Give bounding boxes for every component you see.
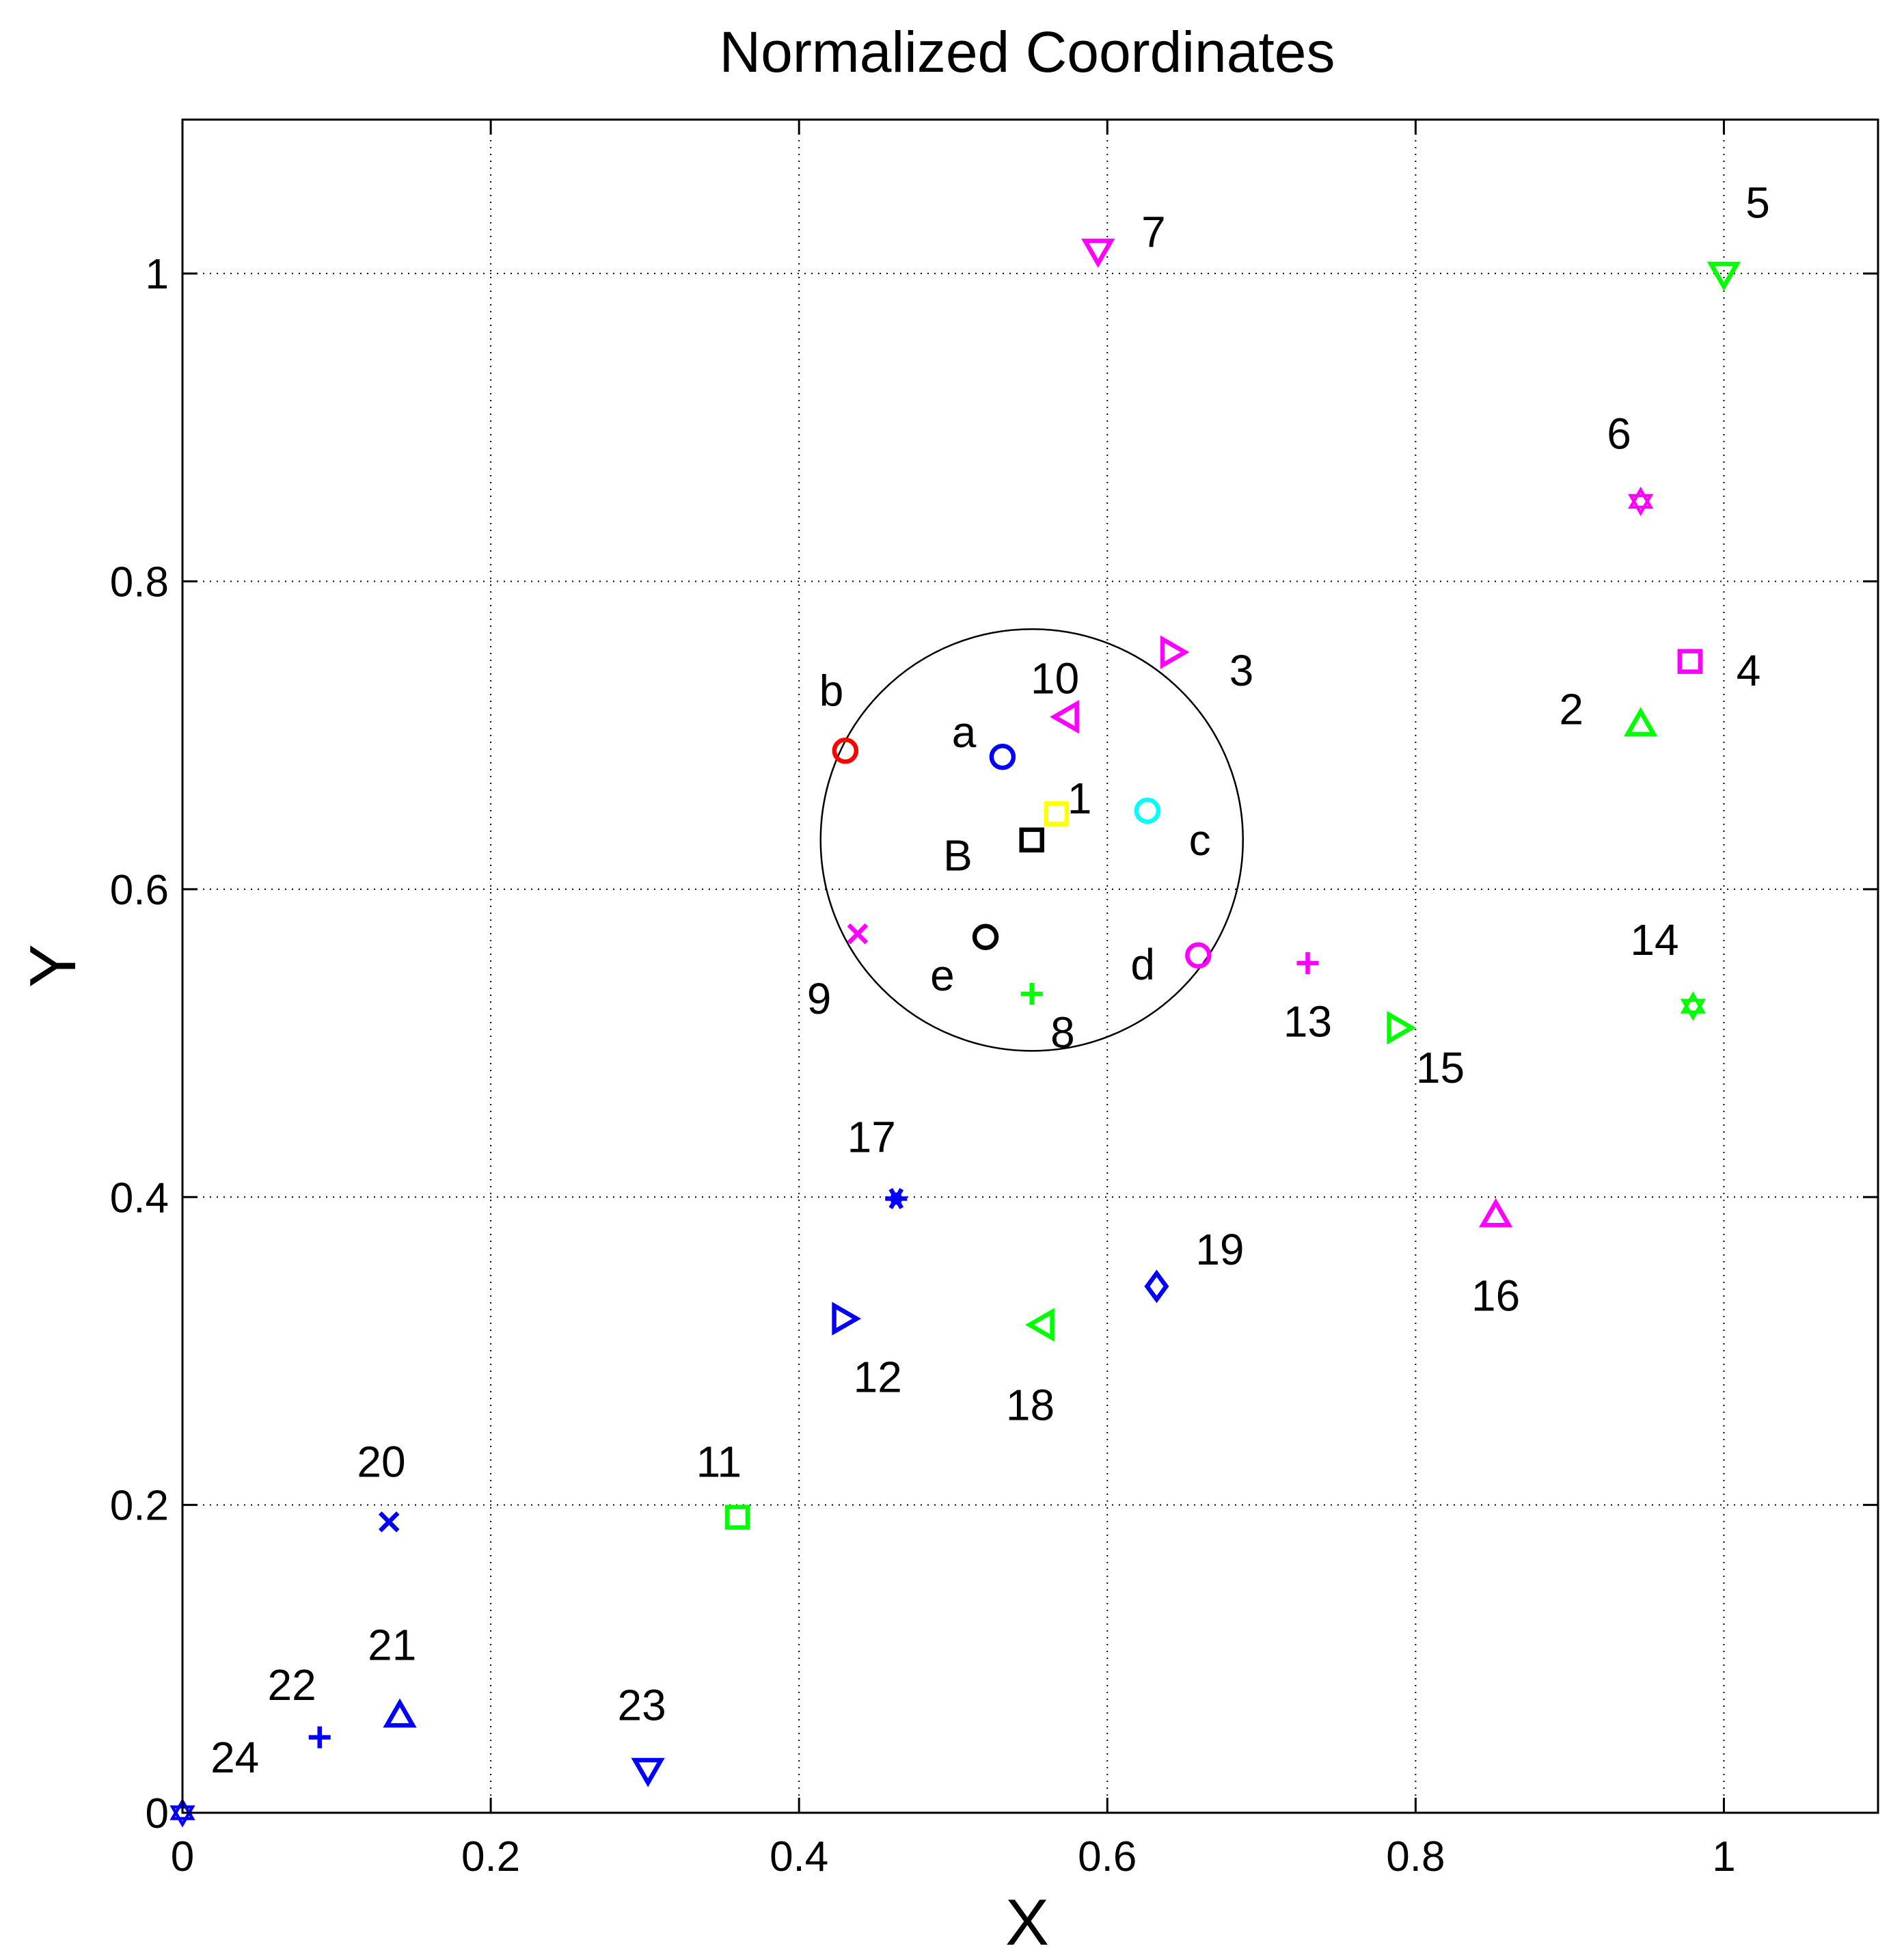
point-label-7: 7 xyxy=(1141,207,1166,256)
point-label-13: 13 xyxy=(1283,997,1332,1047)
point-marker-17 xyxy=(885,1188,908,1210)
point-label-a: a xyxy=(952,707,977,757)
point-marker-13 xyxy=(1296,951,1319,974)
point-label-17: 17 xyxy=(847,1112,896,1161)
axis-ticks: 0 0.2 0.4 0.6 0.8 100.20.40.60.81 xyxy=(110,120,1878,1880)
point-label-11: 11 xyxy=(696,1438,742,1487)
x-tick-label: 0.4 xyxy=(770,1833,828,1880)
cluster-circle xyxy=(819,628,1245,1052)
point-label-21: 21 xyxy=(368,1621,416,1670)
point-marker-19 xyxy=(1144,1269,1169,1304)
point-marker-6 xyxy=(1628,486,1654,516)
point-label-9: 9 xyxy=(807,974,832,1023)
y-tick-label: 0.6 xyxy=(110,867,169,914)
point-marker-18 xyxy=(1025,1308,1055,1342)
point-marker-20 xyxy=(378,1511,400,1533)
y-tick-label: 0.4 xyxy=(110,1174,169,1222)
x-tick-label: 0 xyxy=(171,1833,194,1880)
plot-frame xyxy=(181,118,1879,1814)
point-label-2: 2 xyxy=(1559,684,1583,733)
point-label-6: 6 xyxy=(1607,409,1631,458)
point-marker-15 xyxy=(1387,1010,1417,1045)
point-marker-7 xyxy=(1081,239,1115,268)
point-label-22: 22 xyxy=(268,1660,316,1710)
point-marker-8 xyxy=(1020,983,1043,1006)
point-label-8: 8 xyxy=(1050,1008,1075,1057)
point-label-18: 18 xyxy=(1006,1380,1055,1429)
y-tick-label: 1 xyxy=(146,251,169,298)
point-marker-16 xyxy=(1479,1198,1513,1228)
point-marker-d xyxy=(1185,942,1212,969)
point-label-10: 10 xyxy=(1031,653,1079,703)
point-label-b: b xyxy=(819,666,844,715)
y-tick-label: 0 xyxy=(146,1790,169,1837)
cluster-circle-layer xyxy=(819,628,1245,1052)
point-marker-14 xyxy=(1680,991,1706,1021)
point-label-19: 19 xyxy=(1195,1225,1244,1274)
point-marker-22 xyxy=(308,1726,331,1749)
point-label-23: 23 xyxy=(618,1680,666,1729)
point-label-24: 24 xyxy=(210,1733,259,1782)
point-label-14: 14 xyxy=(1630,915,1678,964)
chart-title: Normalized Coordinates xyxy=(719,20,1335,84)
y-axis-label: Y xyxy=(16,944,90,988)
point-marker-3 xyxy=(1160,635,1190,669)
point-label-B: B xyxy=(943,831,973,880)
point-marker-10 xyxy=(1050,700,1079,734)
point-label-20: 20 xyxy=(357,1438,405,1487)
point-marker-1 xyxy=(1044,801,1070,826)
point-label-4: 4 xyxy=(1737,646,1761,695)
point-label-15: 15 xyxy=(1416,1043,1465,1092)
point-label-16: 16 xyxy=(1471,1271,1520,1320)
point-marker-21 xyxy=(383,1698,417,1728)
y-tick-label: 0.2 xyxy=(110,1483,169,1530)
point-label-12: 12 xyxy=(854,1353,902,1402)
point-marker-B xyxy=(1019,827,1045,853)
x-tick-label: 0.6 xyxy=(1078,1833,1137,1880)
point-marker-23 xyxy=(631,1757,665,1787)
point-label-3: 3 xyxy=(1229,646,1254,695)
point-label-1: 1 xyxy=(1067,774,1092,823)
x-axis-label: X xyxy=(1005,1886,1049,1957)
x-tick-label: 1 xyxy=(1712,1833,1735,1880)
point-marker-a xyxy=(989,744,1016,770)
point-label-e: e xyxy=(930,951,955,1000)
point-marker-11 xyxy=(724,1504,750,1530)
point-marker-9 xyxy=(847,923,869,945)
point-marker-12 xyxy=(832,1301,862,1336)
point-marker-2 xyxy=(1624,707,1658,737)
x-tick-label: 0.8 xyxy=(1386,1833,1445,1880)
point-marker-5 xyxy=(1706,261,1741,291)
y-tick-label: 0.8 xyxy=(110,559,169,606)
point-marker-e xyxy=(972,923,999,950)
point-marker-c xyxy=(1134,797,1161,824)
point-marker-b xyxy=(832,737,859,764)
point-label-5: 5 xyxy=(1745,178,1770,228)
point-label-d: d xyxy=(1130,940,1155,989)
grid xyxy=(182,120,1878,1813)
point-label-c: c xyxy=(1189,815,1211,865)
point-marker-4 xyxy=(1677,649,1703,674)
data-points xyxy=(169,239,1741,1828)
x-tick-label: 0.2 xyxy=(461,1833,520,1880)
